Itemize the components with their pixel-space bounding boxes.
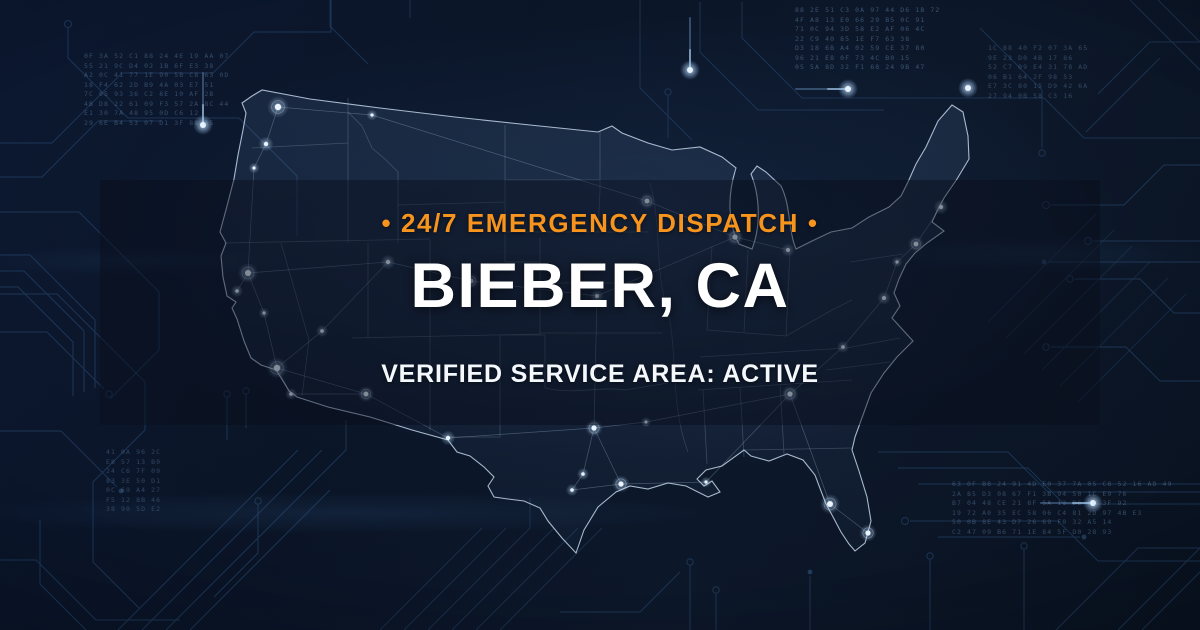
map-node	[704, 480, 708, 484]
code-block: 1C 88 40 F2 07 3A 65 9E 23 D0 4B 17 86 5…	[988, 44, 1089, 100]
glow-dot	[965, 85, 971, 91]
map-node	[263, 141, 269, 147]
map-node	[581, 472, 585, 476]
code-block: 0F 3A 52 C1 88 24 4E 19 AA 07 55 21 9C D…	[84, 52, 230, 127]
map-node	[252, 166, 256, 170]
overlay-band	[100, 180, 1100, 425]
map-node	[370, 113, 374, 117]
map-node	[865, 530, 871, 536]
map-node	[591, 425, 597, 431]
glow-dot	[687, 67, 693, 73]
map-node	[618, 481, 624, 487]
map-node	[827, 501, 833, 507]
code-block: 41 0A 96 2C E8 57 13 B0 24 C6 7F 09 83 3…	[106, 448, 162, 513]
code-block: 63 0F B8 24 91 4D E0 37 7A 05 C8 52 16 A…	[952, 480, 1173, 536]
glow-dot	[845, 86, 851, 92]
map-node	[570, 488, 574, 492]
map-node	[274, 103, 282, 111]
map-node	[445, 435, 451, 441]
code-block: 88 2E 51 C3 0A 97 44 D6 1B 72 4F A8 13 E…	[795, 6, 941, 71]
